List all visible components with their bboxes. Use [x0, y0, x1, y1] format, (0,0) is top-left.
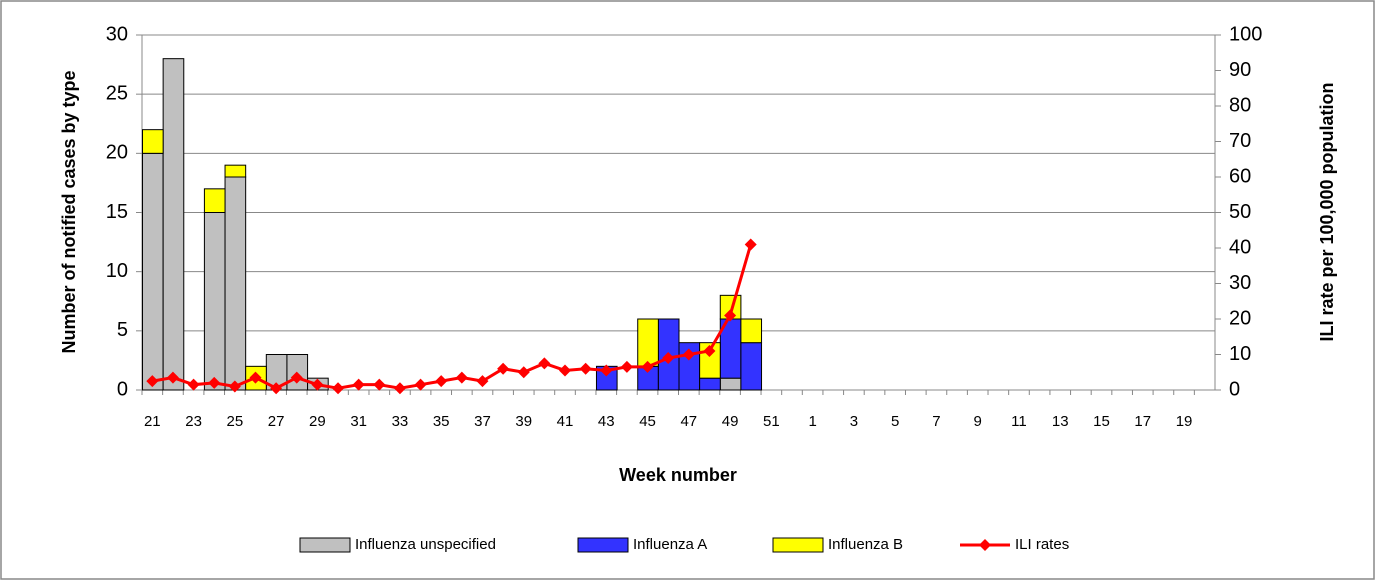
x-tick-label: 35: [433, 413, 450, 430]
point: [187, 378, 200, 391]
x-tick-label: 49: [722, 413, 739, 430]
y-tick-label: 0: [117, 378, 128, 400]
y-tick-label: 15: [106, 201, 128, 223]
y2-tick-label: 0: [1229, 378, 1240, 400]
y-tick-label: 25: [106, 82, 128, 104]
y-tick-label: 30: [106, 23, 128, 45]
x-tick-label: 31: [350, 413, 367, 430]
legend-label: Influenza unspecified: [355, 536, 496, 553]
legend-marker: [979, 539, 991, 551]
point: [517, 366, 530, 379]
x-tick-label: 25: [227, 413, 244, 430]
y-tick-label: 20: [106, 142, 128, 164]
x-tick-label: 45: [639, 413, 656, 430]
x-tick-label: 41: [557, 413, 574, 430]
point: [332, 382, 345, 395]
point: [455, 371, 468, 384]
bar: [740, 318, 763, 344]
point: [662, 352, 675, 365]
point: [579, 362, 592, 375]
bar: [719, 377, 742, 391]
x-axis-title: Week number: [619, 465, 737, 485]
y-tick-label: 5: [117, 319, 128, 341]
bar: [740, 342, 763, 391]
y2-axis-title: ILI rate per 100,000 population: [1317, 82, 1337, 341]
x-tick-label: 19: [1176, 413, 1193, 430]
y2-tick-label: 50: [1229, 201, 1251, 223]
bar: [142, 152, 164, 391]
x-tick-label: 29: [309, 413, 326, 430]
point: [414, 378, 427, 391]
point: [208, 376, 221, 389]
y-tick-label: 10: [106, 260, 128, 282]
point: [435, 375, 448, 388]
x-tick-label: 1: [808, 413, 816, 430]
x-tick-label: 7: [932, 413, 940, 430]
point: [682, 348, 695, 361]
y2-tick-label: 80: [1229, 94, 1251, 116]
y2-tick-label: 70: [1229, 130, 1251, 152]
legend-label: Influenza A: [633, 536, 707, 553]
bar: [224, 164, 247, 178]
bar: [203, 188, 226, 213]
x-tick-label: 23: [185, 413, 202, 430]
x-tick-label: 33: [392, 413, 409, 430]
legend-swatch: [299, 537, 351, 553]
bar: [699, 377, 721, 391]
point: [559, 364, 572, 377]
x-tick-label: 37: [474, 413, 491, 430]
bar: [203, 212, 226, 391]
point: [641, 360, 654, 373]
legend-swatch: [577, 537, 629, 553]
y2-tick-label: 60: [1229, 165, 1251, 187]
x-tick-label: 9: [974, 413, 982, 430]
legend-label: Influenza B: [828, 536, 903, 553]
point: [373, 378, 386, 391]
x-tick-label: 13: [1052, 413, 1069, 430]
y2-tick-label: 30: [1229, 272, 1251, 294]
point: [744, 238, 757, 251]
x-tick-label: 51: [763, 413, 780, 430]
x-tick-label: 21: [144, 413, 161, 430]
y2-tick-label: 100: [1229, 23, 1262, 45]
point: [146, 375, 159, 388]
bar: [637, 318, 659, 367]
x-tick-label: 47: [680, 413, 697, 430]
point: [290, 371, 303, 384]
y2-tick-label: 90: [1229, 59, 1251, 81]
y2-tick-label: 10: [1229, 343, 1251, 365]
y-axis-title: Number of notified cases by type: [59, 70, 79, 353]
point: [270, 382, 283, 395]
point: [166, 371, 179, 384]
y2-tick-label: 40: [1229, 236, 1251, 258]
point: [724, 309, 737, 322]
y2-tick-label: 20: [1229, 307, 1251, 329]
x-tick-label: 27: [268, 413, 285, 430]
x-tick-label: 39: [515, 413, 532, 430]
legend-label: ILI rates: [1015, 536, 1069, 553]
bar: [224, 176, 247, 391]
x-tick-label: 5: [891, 413, 899, 430]
x-tick-label: 17: [1134, 413, 1151, 430]
x-tick-label: 15: [1093, 413, 1110, 430]
point: [352, 378, 365, 391]
point: [620, 360, 633, 373]
point: [476, 375, 489, 388]
point: [600, 364, 613, 377]
bar: [142, 129, 164, 154]
x-tick-label: 11: [1011, 413, 1027, 430]
point: [393, 382, 406, 395]
bar: [162, 58, 185, 391]
point: [497, 362, 510, 375]
point: [249, 371, 262, 384]
x-tick-label: 3: [850, 413, 858, 430]
legend-swatch: [772, 537, 824, 553]
point: [228, 380, 241, 393]
point: [538, 357, 551, 370]
point: [311, 378, 324, 391]
x-tick-label: 43: [598, 413, 615, 430]
point: [703, 344, 716, 357]
